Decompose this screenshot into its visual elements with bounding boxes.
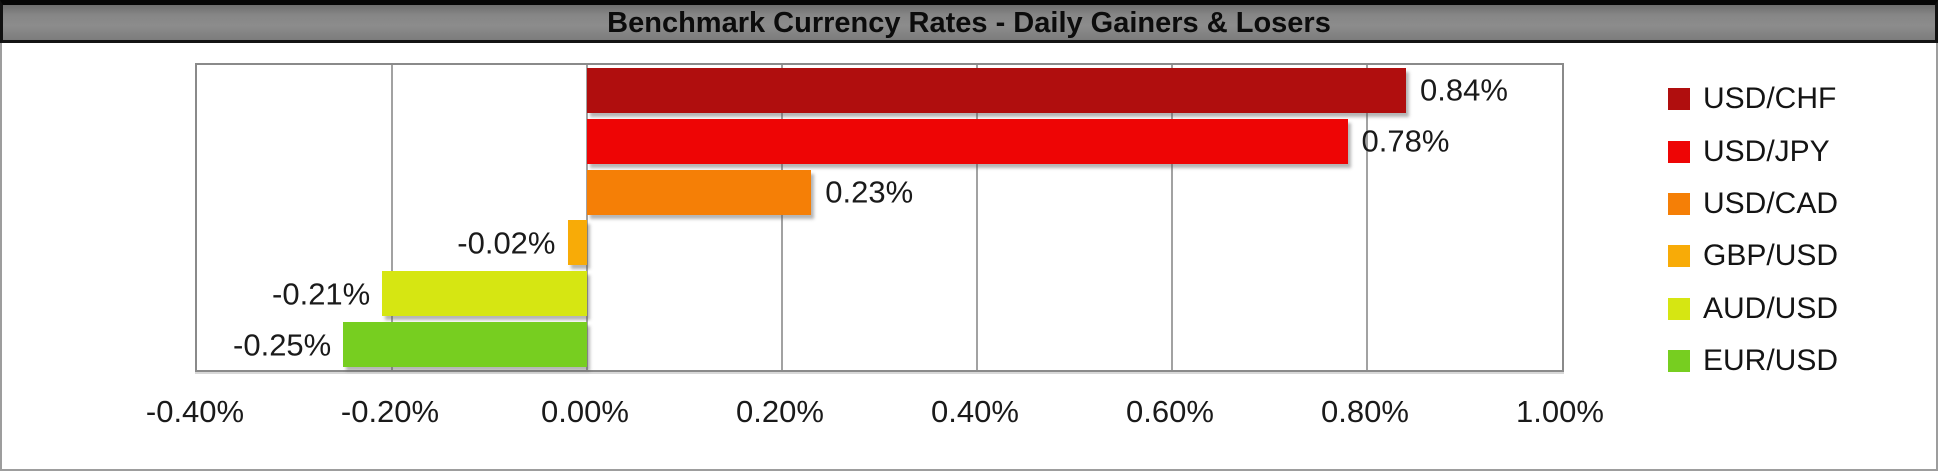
legend-swatch-aud-usd bbox=[1668, 297, 1690, 320]
bar-value-label: -0.21% bbox=[272, 276, 371, 312]
legend-item-eur-usd: EUR/USD bbox=[1668, 335, 1838, 387]
x-axis-tick: 0.40% bbox=[931, 394, 1019, 429]
legend-label: AUD/USD bbox=[1703, 291, 1839, 325]
legend-item-usd-chf: USD/CHF bbox=[1668, 73, 1838, 125]
bar-eur-usd bbox=[343, 322, 587, 368]
plot-area: 0.84% 0.78% 0.23% -0.02% -0.21% -0.25% bbox=[195, 63, 1564, 372]
bar-gbp-usd bbox=[567, 220, 587, 266]
x-axis-tick: 1.00% bbox=[1516, 394, 1604, 429]
legend-item-aud-usd: AUD/USD bbox=[1668, 283, 1838, 335]
legend-label: USD/CHF bbox=[1703, 82, 1837, 116]
chart-title: Benchmark Currency Rates - Daily Gainers… bbox=[607, 7, 1331, 39]
bar-value-label: 0.84% bbox=[1420, 72, 1508, 108]
chart-title-bar: Benchmark Currency Rates - Daily Gainers… bbox=[0, 0, 1938, 43]
gridline bbox=[391, 65, 393, 370]
legend-item-usd-jpy: USD/JPY bbox=[1668, 125, 1838, 177]
x-axis-tick: 0.60% bbox=[1126, 394, 1214, 429]
legend-swatch-usd-cad bbox=[1668, 192, 1690, 215]
legend-label: USD/JPY bbox=[1703, 134, 1830, 168]
bar-usd-jpy bbox=[587, 118, 1348, 164]
gridline bbox=[1171, 65, 1173, 370]
legend-swatch-usd-jpy bbox=[1668, 140, 1690, 163]
bar-usd-chf bbox=[587, 67, 1406, 113]
bar-aud-usd bbox=[382, 271, 587, 317]
legend-swatch-eur-usd bbox=[1668, 350, 1690, 373]
legend-item-usd-cad: USD/CAD bbox=[1668, 178, 1838, 230]
x-axis-tick: -0.40% bbox=[145, 394, 245, 429]
bar-usd-cad bbox=[587, 169, 812, 215]
legend-swatch-usd-chf bbox=[1668, 88, 1690, 111]
x-axis-tick: 0.00% bbox=[541, 394, 629, 429]
legend-label: EUR/USD bbox=[1703, 344, 1839, 378]
x-axis-tick: 0.20% bbox=[736, 394, 824, 429]
gridline bbox=[586, 65, 588, 370]
x-axis-tick: 0.80% bbox=[1321, 394, 1409, 429]
legend-label: GBP/USD bbox=[1703, 239, 1839, 273]
bar-value-label: 0.23% bbox=[825, 174, 914, 210]
legend-item-gbp-usd: GBP/USD bbox=[1668, 230, 1838, 282]
legend-label: USD/CAD bbox=[1703, 186, 1839, 220]
gridline bbox=[1366, 65, 1368, 370]
x-axis: -0.40% -0.20% 0.00% 0.20% 0.40% 0.60% 0.… bbox=[146, 394, 1604, 436]
legend-swatch-gbp-usd bbox=[1668, 245, 1690, 268]
gridline bbox=[976, 65, 978, 370]
bar-value-label: 0.78% bbox=[1361, 123, 1450, 159]
x-axis-tick: -0.20% bbox=[340, 394, 440, 429]
gridline bbox=[781, 65, 783, 370]
legend: USD/CHF USD/JPY USD/CAD GBP/USD AUD/USD … bbox=[1668, 73, 1838, 387]
bar-value-label: -0.25% bbox=[233, 327, 332, 363]
bar-value-label: -0.02% bbox=[457, 225, 556, 261]
